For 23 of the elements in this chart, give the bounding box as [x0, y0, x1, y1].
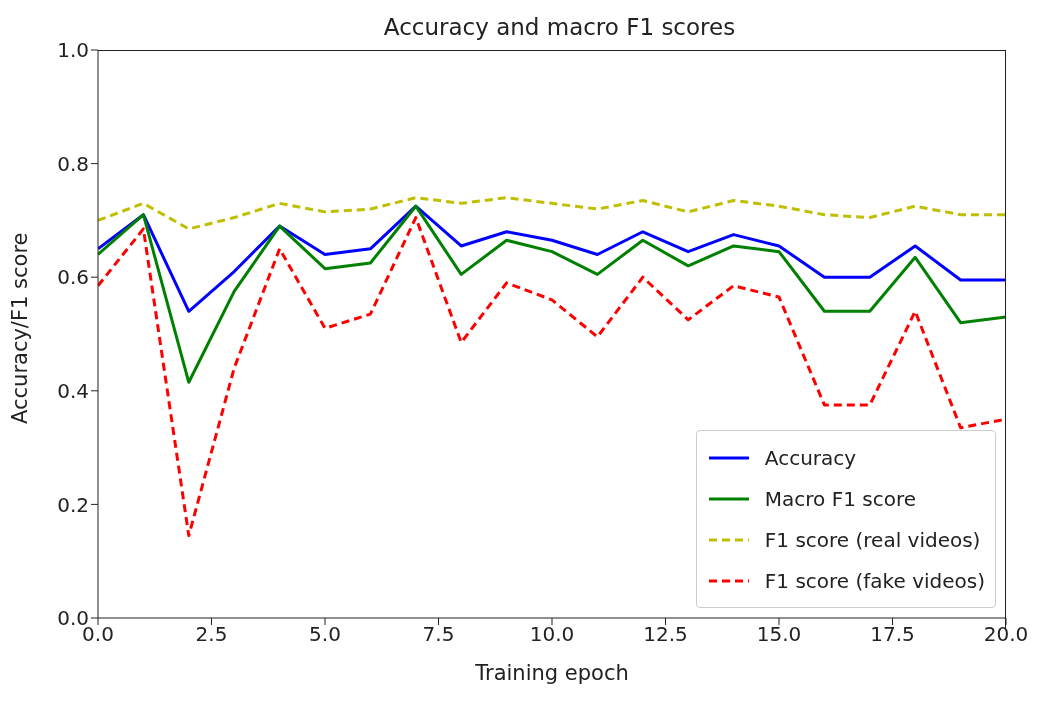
- y-tick-label: 0.4: [57, 378, 89, 403]
- chart-title: Accuracy and macro F1 scores: [382, 14, 737, 40]
- legend-label: F1 score (fake videos): [764, 568, 985, 593]
- y-tick-label: 1.0: [57, 38, 89, 63]
- legend-label: F1 score (real videos): [764, 527, 981, 552]
- x-tick-label: 12.5: [643, 622, 688, 647]
- x-tick-label: 15.0: [756, 622, 802, 647]
- x-tick-label: 2.5: [195, 622, 228, 647]
- x-tick-label: 20.0: [983, 622, 1029, 647]
- x-tick-label: 7.5: [422, 622, 455, 647]
- legend-label: Macro F1 score: [764, 486, 917, 511]
- x-axis-title: Training epoch: [474, 661, 629, 685]
- legend-label: Accuracy: [764, 445, 857, 470]
- line-series: [98, 204, 1006, 313]
- y-tick-label: 0.6: [57, 265, 89, 290]
- y-tick-label: 0.8: [57, 151, 89, 176]
- line-series: [98, 196, 1006, 231]
- x-tick-label: 10.0: [529, 622, 575, 647]
- x-tick-label: 17.5: [870, 622, 915, 647]
- y-tick-label: 0.2: [57, 492, 89, 517]
- x-tick-label: 5.0: [309, 622, 341, 647]
- line-series: [98, 204, 1006, 384]
- y-axis-title: Accuracy/F1 score: [8, 232, 33, 424]
